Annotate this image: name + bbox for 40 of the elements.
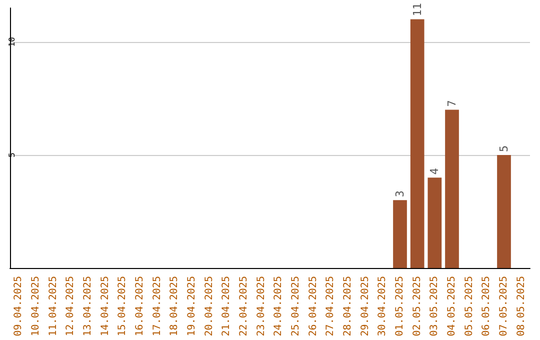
x-tick-label: 09.04.2025 — [13, 276, 24, 336]
x-tick-label: 03.05.2025 — [429, 276, 440, 336]
x-tick-label: 29.04.2025 — [360, 276, 371, 336]
x-tick-label: 10.04.2025 — [30, 276, 42, 336]
x-tick-label: 21.04.2025 — [221, 276, 232, 336]
bar — [410, 19, 424, 268]
x-tick-label: 15.04.2025 — [117, 276, 128, 336]
x-tick-label: 06.05.2025 — [481, 276, 492, 336]
x-tick-label: 24.04.2025 — [273, 276, 284, 336]
x-tick-label: 26.04.2025 — [308, 276, 319, 336]
x-tick-label: 08.05.2025 — [516, 276, 527, 336]
x-tick-label: 22.04.2025 — [238, 276, 250, 336]
x-tick-label: 13.04.2025 — [82, 276, 94, 336]
x-tick-label: 07.05.2025 — [498, 276, 510, 336]
data-label: 4 — [428, 168, 442, 175]
x-tick-label: 16.04.2025 — [134, 276, 146, 336]
x-tick-label: 01.05.2025 — [394, 276, 406, 336]
x-tick-label: 11.04.2025 — [48, 276, 59, 336]
x-tick-label: 19.04.2025 — [186, 276, 198, 336]
x-tick-label: 17.04.2025 — [152, 276, 163, 336]
bar — [428, 178, 442, 268]
x-tick-label: 28.04.2025 — [342, 276, 354, 336]
bar — [445, 110, 459, 268]
data-label: 3 — [394, 190, 406, 198]
data-label: 11 — [410, 3, 424, 16]
x-tick-label: 04.05.2025 — [446, 276, 458, 336]
x-tick-label: 18.04.2025 — [169, 276, 180, 336]
x-tick-label: 12.04.2025 — [65, 276, 76, 336]
x-tick-label: 20.04.2025 — [204, 276, 215, 336]
x-tick-label: 30.04.2025 — [377, 276, 388, 336]
data-label: 7 — [446, 100, 458, 107]
x-tick-label: 27.04.2025 — [325, 276, 336, 336]
bar — [393, 200, 407, 268]
bar — [497, 154, 511, 268]
x-tick-label: 25.04.2025 — [290, 276, 302, 336]
x-tick-label: 05.05.2025 — [464, 276, 475, 336]
data-label: 5 — [498, 145, 510, 152]
x-tick-label: 02.05.2025 — [412, 276, 423, 336]
x-tick-label: 14.04.2025 — [100, 276, 111, 336]
x-tick-label: 23.04.2025 — [256, 276, 267, 336]
